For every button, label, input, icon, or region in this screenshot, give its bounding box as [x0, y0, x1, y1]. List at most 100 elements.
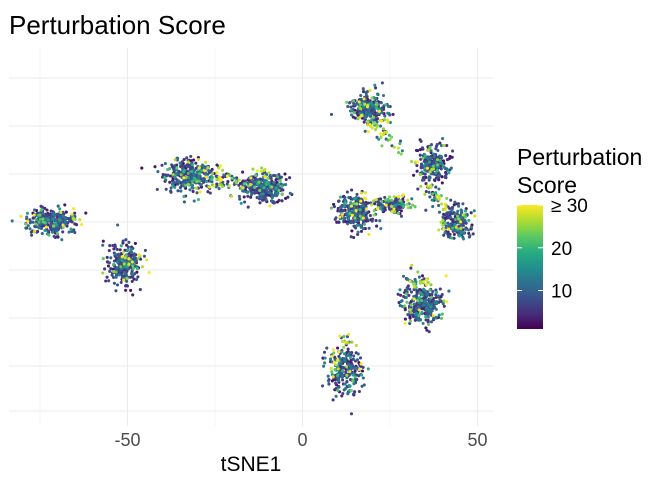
scatter-point	[406, 313, 410, 317]
scatter-point	[330, 354, 334, 358]
scatter-point	[427, 160, 431, 164]
scatter-point	[174, 172, 178, 176]
scatter-point	[160, 175, 165, 179]
scatter-point	[334, 216, 338, 220]
points-layer	[10, 81, 477, 416]
scatter-point	[447, 289, 451, 293]
scatter-point	[354, 379, 358, 383]
scatter-point	[353, 206, 357, 210]
scatter-point	[113, 245, 117, 249]
scatter-point	[352, 224, 357, 228]
scatter-point	[399, 152, 403, 156]
scatter-point	[381, 93, 386, 98]
scatter-point	[347, 332, 351, 336]
scatter-point	[349, 105, 353, 109]
scatter-point	[72, 207, 76, 211]
scatter-point	[342, 204, 346, 208]
scatter-point	[362, 97, 366, 101]
scatter-point	[417, 308, 421, 312]
scatter-point	[436, 294, 441, 298]
scatter-point	[429, 149, 433, 153]
scatter-point	[362, 383, 366, 387]
scatter-point	[169, 189, 173, 193]
x-axis-label: tSNE1	[221, 453, 282, 476]
scatter-point	[364, 114, 368, 118]
scatter-point	[332, 360, 336, 364]
scatter-point	[424, 290, 428, 294]
scatter-point	[355, 192, 359, 196]
scatter-point	[270, 185, 274, 189]
scatter-point	[322, 350, 327, 354]
scatter-point	[173, 164, 177, 168]
scatter-point	[353, 375, 357, 379]
scatter-point	[463, 218, 467, 223]
scatter-point	[447, 171, 451, 175]
scatter-point	[140, 166, 144, 170]
scatter-point	[445, 168, 449, 172]
scatter-point	[138, 287, 142, 292]
scatter-point	[227, 184, 231, 188]
scatter-point	[440, 202, 444, 206]
scatter-point	[456, 209, 460, 213]
scatter-point	[45, 208, 49, 212]
scatter-point	[237, 178, 241, 182]
scatter-point	[336, 388, 340, 393]
scatter-point	[414, 307, 418, 311]
scatter-point	[342, 352, 346, 356]
scatter-point	[215, 171, 219, 175]
scatter-point	[351, 379, 355, 383]
scatter-point	[107, 249, 111, 253]
scatter-point	[177, 179, 181, 183]
scatter-point	[429, 143, 434, 147]
scatter-point	[284, 196, 288, 200]
scatter-point	[268, 191, 272, 195]
scatter-point	[440, 312, 444, 316]
scatter-point	[52, 234, 56, 238]
scatter-point	[400, 149, 404, 153]
scatter-point	[130, 260, 134, 264]
scatter-point	[104, 279, 108, 283]
scatter-point	[452, 203, 456, 207]
scatter-point	[180, 166, 184, 170]
scatter-point	[345, 376, 349, 380]
scatter-point	[438, 298, 442, 302]
scatter-point	[255, 186, 259, 191]
scatter-point	[431, 192, 435, 196]
scatter-point	[209, 169, 213, 173]
scatter-point	[129, 247, 134, 251]
scatter-point	[388, 138, 392, 142]
scatter-point	[175, 166, 179, 170]
scatter-point	[436, 148, 440, 153]
scatter-point	[179, 173, 183, 177]
scatter-point	[377, 109, 381, 113]
scatter-point	[349, 235, 353, 239]
scatter-point	[350, 108, 354, 113]
scatter-point	[372, 199, 376, 203]
scatter-point	[173, 158, 177, 162]
scatter-point	[196, 157, 200, 162]
scatter-point	[353, 102, 357, 106]
scatter-point	[30, 233, 34, 237]
scatter-point	[375, 120, 379, 124]
scatter-point	[359, 362, 363, 366]
scatter-point	[54, 221, 58, 225]
scatter-point	[377, 137, 381, 141]
scatter-point	[441, 208, 445, 212]
scatter-point	[346, 347, 350, 351]
scatter-point	[268, 204, 272, 208]
scatter-point	[257, 197, 262, 201]
scatter-point	[349, 358, 353, 362]
scatter-point	[358, 208, 362, 212]
scatter-point	[354, 219, 358, 223]
scatter-point	[238, 197, 242, 201]
scatter-point	[122, 278, 126, 282]
scatter-point	[341, 391, 345, 396]
scatter-point	[320, 384, 325, 388]
scatter-point	[361, 87, 365, 91]
scatter-point	[71, 217, 75, 221]
scatter-point	[28, 227, 32, 231]
scatter-point	[56, 235, 60, 239]
scatter-point	[438, 162, 442, 166]
scatter-point	[415, 163, 419, 168]
